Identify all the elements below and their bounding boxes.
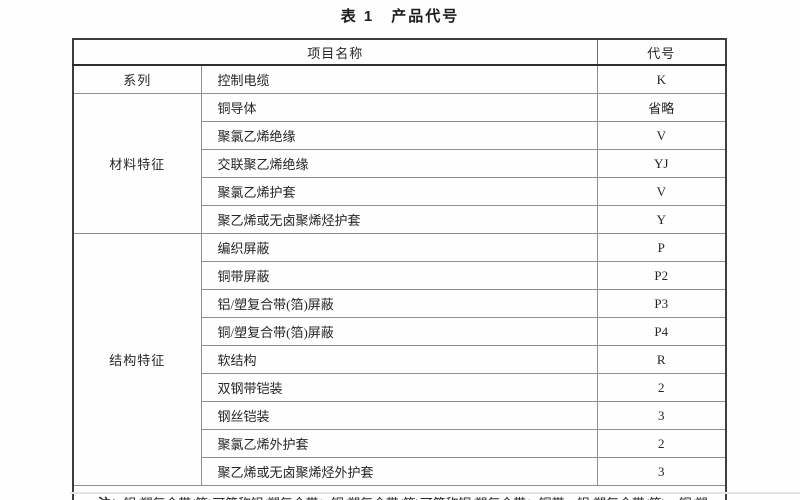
code-cell: 3 [596,457,727,486]
code-cell: P [596,233,727,262]
code-cell: 2 [596,429,727,458]
footnote: 注： 铝/塑复合带(箔)可简称铝/塑复合带；铜/塑复合带(箔)可简称铜/塑复合带… [98,493,711,500]
table-row: 系列 控制电缆 K [73,64,727,94]
footnote-text: 铝/塑复合带(箔)可简称铝/塑复合带；铜/塑复合带(箔)可简称铜/塑复合带；铜带… [124,493,711,500]
footnote-label: 注： [98,493,124,500]
header-row: 项目名称 代号 [73,39,727,66]
item-name-cell: 聚乙烯或无卤聚烯烃外护套 [200,457,598,486]
code-cell: V [596,121,727,150]
code-cell: K [596,64,727,94]
item-name-cell: 钢丝铠装 [200,401,598,430]
group-label-cell: 系列 [73,64,202,94]
item-name-cell: 控制电缆 [200,64,598,94]
item-name-cell: 铜带屏蔽 [200,261,598,290]
table-row: 结构特征 编织屏蔽 P [73,233,727,486]
table-row: 铝/塑复合带(箔)屏蔽 P3 [73,289,727,318]
product-code-table: 项目名称 代号 系列 控制电缆 K 材料特征 铜导体 省略 聚氯乙烯绝缘 V 交联聚乙烯绝缘 YJ… [72,38,728,500]
item-name-cell: 聚氯乙烯绝缘 [200,121,598,150]
item-name-cell: 聚乙烯或无卤聚烯烃护套 [200,205,598,234]
code-cell: P2 [596,261,727,290]
code-cell: 2 [596,373,727,402]
code-cell: P4 [596,317,727,346]
item-name-cell: 聚氯乙烯护套 [200,177,598,206]
code-cell: 省略 [596,93,727,122]
header-code: 代号 [596,39,727,66]
item-name-cell: 编织屏蔽 [200,233,598,262]
code-cell: P3 [596,289,727,318]
table-row: 聚乙烯或无卤聚烯烃外护套 3 [73,457,727,486]
code-cell: YJ [596,149,727,178]
table-row: 聚氯乙烯绝缘 V [73,121,727,150]
code-cell: V [596,177,727,206]
table-row: 材料特征 铜导体 省略 [73,93,727,234]
table-header: 项目名称 代号 [73,39,727,66]
item-name-cell: 铜导体 [200,93,598,122]
item-name-cell: 软结构 [200,345,598,374]
item-name-cell: 交联聚乙烯绝缘 [200,149,598,178]
code-cell: 3 [596,401,727,430]
item-name-cell: 铜/塑复合带(箔)屏蔽 [200,317,598,346]
scan-artifact-line [70,492,800,494]
item-name-cell: 聚氯乙烯外护套 [200,429,598,458]
table-row: 铜带屏蔽 P2 [73,261,727,290]
table-title: 表 1 产品代号 [340,8,460,25]
code-cell: Y [596,205,727,234]
code-cell: R [596,345,727,374]
table-row: 铜/塑复合带(箔)屏蔽 P4 [73,317,727,346]
table-body: 系列 控制电缆 K 材料特征 铜导体 省略 聚氯乙烯绝缘 V 交联聚乙烯绝缘 YJ 聚氯乙烯护套 V 聚… [73,64,727,486]
group-label-cell: 材料特征 [73,93,202,234]
group-label-cell: 结构特征 [73,233,202,486]
header-item-name: 项目名称 [73,39,598,66]
item-name-cell: 双钢带铠装 [200,373,598,402]
item-name-cell: 铝/塑复合带(箔)屏蔽 [200,289,598,318]
